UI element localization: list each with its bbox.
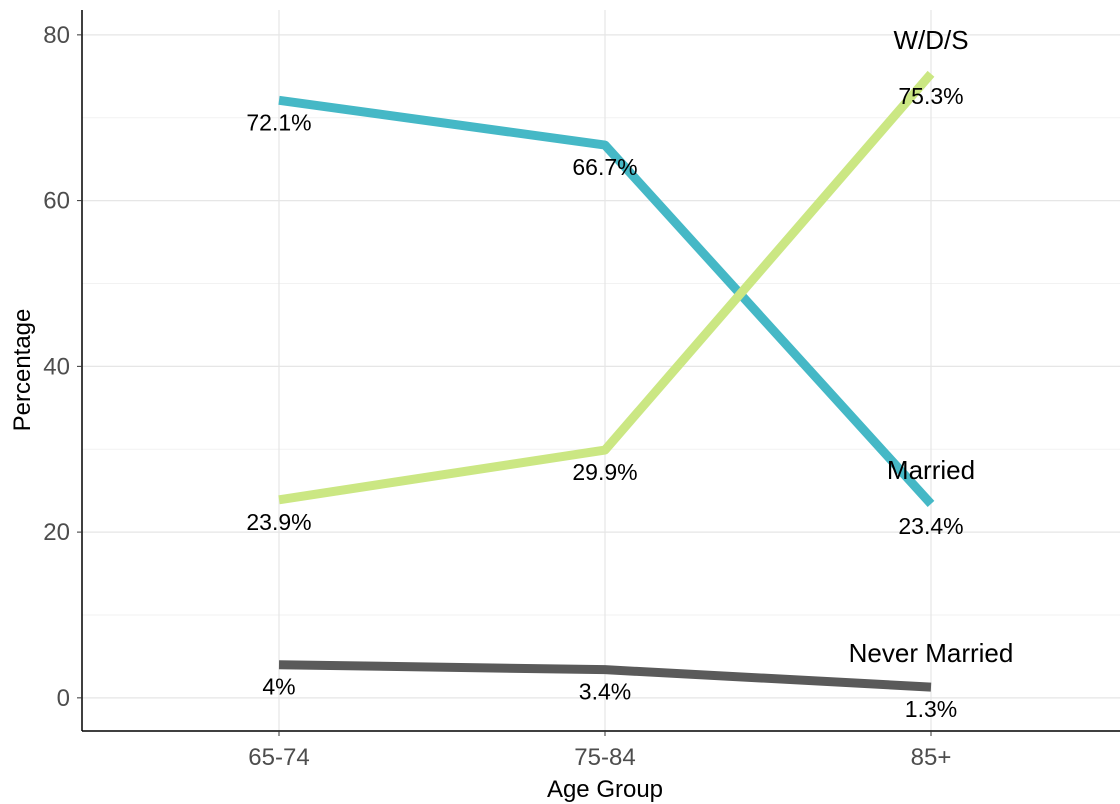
- data-label: 4%: [262, 674, 295, 700]
- axes: [81, 10, 1120, 732]
- series-line-married: [278, 95, 935, 507]
- data-label: 3.4%: [579, 679, 631, 705]
- y-tick-label: 40: [43, 353, 70, 380]
- y-tick-label: 80: [43, 22, 70, 49]
- data-label: 72.1%: [246, 109, 311, 135]
- y-tick-label: 0: [57, 685, 70, 712]
- x-axis-title: Age Group: [547, 776, 663, 803]
- series-name-label: Never Married: [849, 638, 1014, 668]
- series-name-label: Married: [887, 455, 975, 485]
- data-label: 66.7%: [572, 154, 637, 180]
- x-tick-label: 85+: [911, 744, 952, 771]
- y-tick-label: 20: [43, 519, 70, 546]
- x-tick-label: 65-74: [248, 744, 309, 771]
- data-label: 23.9%: [246, 509, 311, 535]
- data-label: 1.3%: [905, 696, 957, 722]
- x-tick-labels: 65-74 75-84 85+: [248, 731, 951, 771]
- data-label: 75.3%: [898, 83, 963, 109]
- series-lines: [278, 70, 935, 692]
- series-labels: Married W/D/S Never Married: [849, 25, 1014, 668]
- y-axis-title: Percentage: [9, 309, 36, 432]
- series-line-w-d-s: [278, 70, 935, 505]
- data-label: 29.9%: [572, 459, 637, 485]
- series-name-label: W/D/S: [893, 25, 968, 55]
- data-labels: 72.1% 66.7% 23.4% 23.9% 29.9% 75.3% 4% 3.4% 1.3%: [246, 83, 963, 722]
- grid: [82, 10, 1120, 731]
- data-label: 23.4%: [898, 513, 963, 539]
- y-tick-labels: 0 20 40 60 80: [43, 22, 82, 712]
- x-tick-label: 75-84: [574, 744, 635, 771]
- series-line-never-married: [278, 660, 932, 692]
- y-tick-label: 60: [43, 188, 70, 215]
